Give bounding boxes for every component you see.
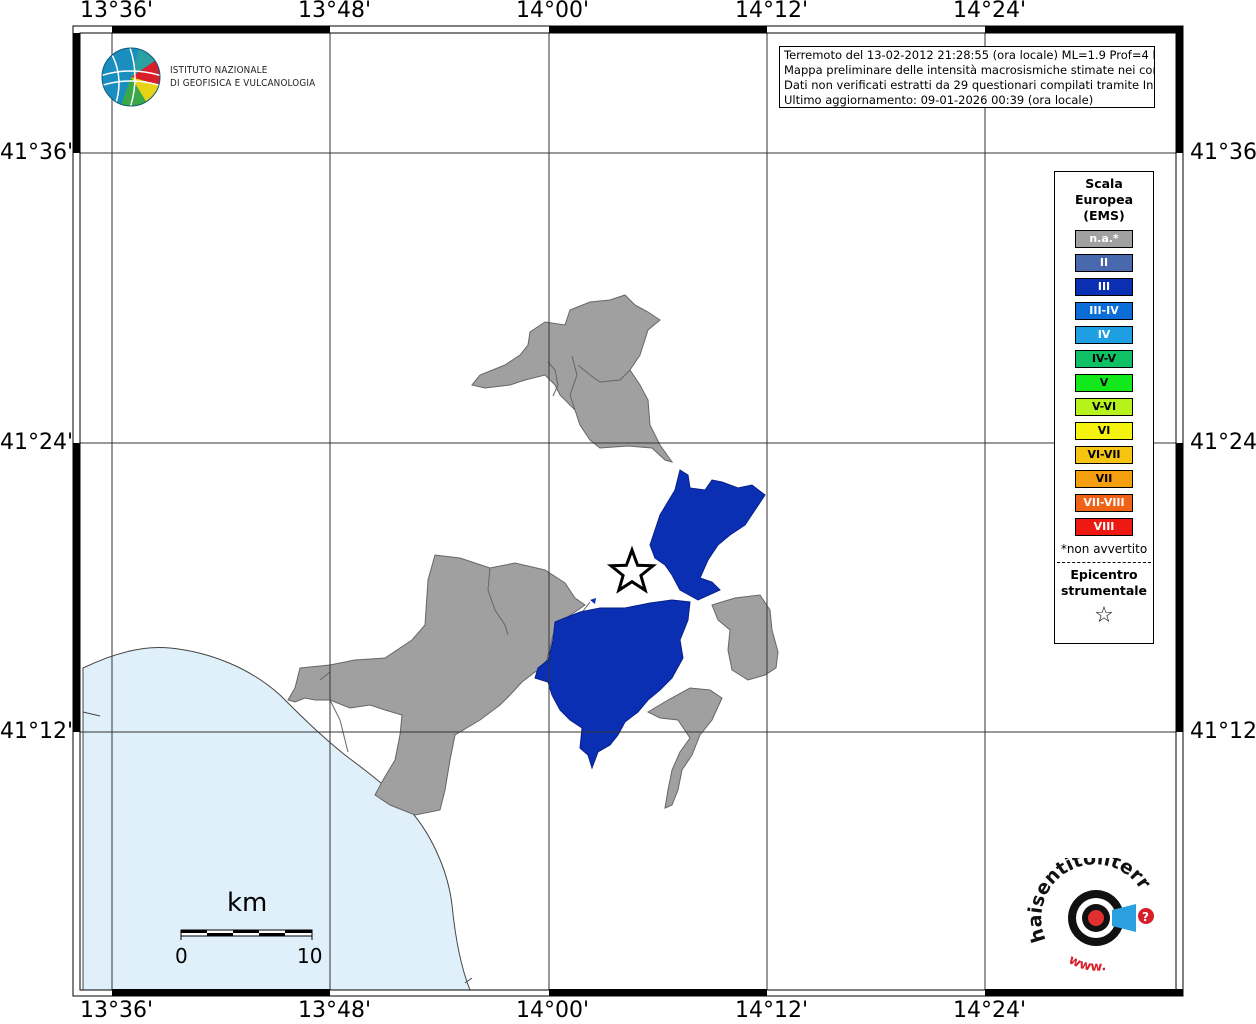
municipality-na-north — [471, 294, 674, 463]
ingv-globe-logo — [101, 47, 161, 107]
legend-swatch: III-IV — [1075, 302, 1133, 320]
legend-swatch: VII — [1075, 470, 1133, 488]
scale-bar-graphic — [180, 929, 313, 940]
lon-label-top-5: 14°24' — [953, 0, 1027, 23]
graticule — [80, 33, 1176, 990]
lon-label-bottom-3: 14°00' — [516, 998, 590, 1023]
scale-bar-end: 10 — [297, 944, 323, 968]
municipality-na-east — [711, 594, 779, 681]
legend-swatch: VI-VII — [1075, 446, 1133, 464]
svg-text:?: ? — [1142, 910, 1149, 924]
lon-label-bottom-5: 14°24' — [953, 998, 1027, 1023]
municipality-intensity-iii-northeast — [649, 469, 766, 601]
municipality-border — [547, 355, 631, 411]
epicenter-star-icon — [606, 545, 658, 594]
event-info-line4: Ultimo aggiornamento: 09-01-2026 00:39 (… — [784, 93, 1094, 107]
legend-divider — [1057, 562, 1151, 563]
legend-swatch: VI — [1075, 422, 1133, 440]
lon-label-top-2: 13°48' — [298, 0, 372, 23]
sea-area — [82, 646, 471, 991]
lat-label-right-2: 41°24' — [1190, 430, 1256, 455]
legend-title: Scala Europea (EMS) — [1074, 176, 1134, 223]
municipality-intensity-iii-central — [534, 599, 691, 770]
scale-bar-start: 0 — [175, 944, 188, 968]
event-info-box: Terremoto del 13-02-2012 21:28:55 (ora l… — [779, 46, 1155, 108]
lon-label-top-1: 13°36' — [80, 0, 154, 23]
event-info-line1: Terremoto del 13-02-2012 21:28:55 (ora l… — [784, 48, 1155, 62]
haisentito-badge-logo: haisentitoilterremoto.it www. ? — [1026, 858, 1155, 975]
legend-swatch: III — [1075, 278, 1133, 296]
institute-name-line2: DI GEOFISICA E VULCANOLOGIA — [170, 78, 316, 89]
municipality-na-southeast — [646, 687, 723, 809]
lon-label-bottom-2: 13°48' — [298, 998, 372, 1023]
badge-prefix: www. — [1066, 952, 1107, 974]
lon-label-top-3: 14°00' — [516, 0, 590, 23]
lat-label-left-2: 41°24' — [0, 430, 74, 455]
legend-swatch: V — [1075, 374, 1133, 392]
lat-label-right-3: 41°12' — [1190, 719, 1256, 744]
legend-swatch: IV-V — [1075, 350, 1133, 368]
event-info-line2: Mappa preliminare delle intensità macros… — [784, 63, 1155, 77]
lat-label-right-1: 41°36' — [1190, 140, 1256, 165]
event-info-line3: Dati non verificati estratti da 29 quest… — [784, 78, 1155, 92]
frame-ticks — [73, 26, 1183, 996]
svg-text:www.: www. — [1066, 952, 1107, 974]
legend-swatch: n.a.* — [1075, 230, 1133, 248]
legend-note: *non avvertito — [1060, 542, 1148, 556]
institute-name-line1: ISTITUTO NAZIONALE — [170, 65, 268, 76]
legend-swatch: IV — [1075, 326, 1133, 344]
scale-bar-unit: km — [227, 888, 268, 918]
coastline-detail — [82, 711, 473, 984]
lon-label-bottom-1: 13°36' — [80, 998, 154, 1023]
legend-star-icon: ☆ — [1094, 603, 1114, 628]
legend-swatch: VII-VIII — [1075, 494, 1133, 512]
islet-intensity-iii — [590, 598, 596, 604]
municipality-na-west — [287, 554, 586, 816]
legend-swatches: n.a.* II III III-IV IV IV-V V V-VI VI VI-VII VII VI… — [1055, 230, 1153, 536]
legend-epicenter-label: Epicentro strumentale — [1060, 567, 1148, 598]
legend-swatch: VIII — [1075, 518, 1133, 536]
lat-label-left-1: 41°36' — [0, 140, 74, 165]
lon-label-bottom-4: 14°12' — [735, 998, 809, 1023]
intensity-legend: Scala Europea (EMS) n.a.* II III III-IV IV IV-… — [1054, 171, 1154, 644]
lat-label-left-3: 41°12' — [0, 719, 74, 744]
legend-swatch: II — [1075, 254, 1133, 272]
scale-bar: km 0 10 — [175, 888, 325, 968]
lon-label-top-4: 14°12' — [735, 0, 809, 23]
institute-name: ISTITUTO NAZIONALE DI GEOFISICA E VULCAN… — [170, 64, 315, 90]
legend-swatch: V-VI — [1075, 398, 1133, 416]
